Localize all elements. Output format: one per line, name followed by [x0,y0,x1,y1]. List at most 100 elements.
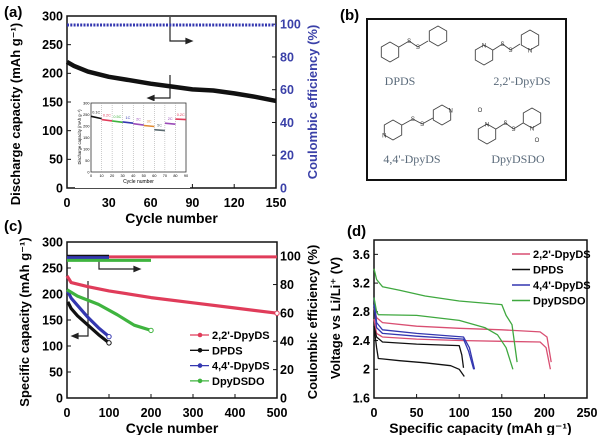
x-tick-label: 60 [144,196,158,210]
x-tick-label: 200 [534,406,555,420]
legend-label: 2,2'-DpyDS [533,249,591,261]
inset-rate-segment [175,118,187,121]
y-axis-label: Specific capacity (mAh g⁻¹) [17,237,32,406]
legend-label: DPDS [212,345,243,357]
inset-y-tick-label: 300 [83,101,89,105]
inset-rate-segment [164,122,176,125]
panel-label-d: (d) [347,223,366,240]
inset-rate-label: 2C [136,118,141,122]
y-tick-label: 3.6 [353,248,370,262]
benzene-ring [428,25,448,47]
inset-rate-segment [133,122,144,126]
sulfur-atom-label: S [411,117,415,123]
legend-label: DPDS [533,265,564,277]
series-end-marker [106,333,112,340]
inset-y-tick-label: 150 [83,136,89,140]
sulfur-atom-label: S [416,45,420,51]
y2-tick-label: 0 [280,181,287,195]
y2-tick-label: 40 [280,335,294,349]
nitrogen-atom-label: N [382,134,386,140]
y-tick-label: 150 [42,313,63,327]
inset-y-tick-label: 200 [83,124,89,128]
inset-rate-label: 2C [168,117,173,121]
inset-rate-label: 0.1C [92,110,100,114]
voltage-profile-curve [373,308,552,363]
voltage-profile-curve [373,268,518,363]
series-end-marker [106,340,112,346]
inset-x-tick-label: 90 [184,174,188,178]
disulfide-bond [401,117,434,126]
x-tick-label: 150 [491,406,512,420]
sulfur-atom-label: S [503,121,507,127]
disulfide-bond [398,40,429,48]
inset-y-tick-label: 100 [83,147,89,151]
capacity-series [66,288,152,332]
molecule-label-22-dpyds: 2,2'-DpyDS [493,74,550,88]
sulfur-atom-label: S [509,48,513,54]
x-tick-label: 250 [577,406,598,420]
voltage-profile-curve [373,326,465,368]
inset-x-tick-label: 40 [131,174,135,178]
capacity-series [66,290,111,338]
benzene-ring [380,41,400,63]
inset-x-axis-label: Cycle number [123,179,154,185]
legend-marker [197,363,203,368]
y2-axis-label: Coulombic efficiency (%) [305,25,320,180]
y2-tick-label: 80 [280,50,294,64]
inset-x-tick-label: 10 [99,174,103,178]
x-tick-label: 300 [183,406,204,420]
y2-tick-label: 20 [280,363,294,377]
inset-rate-label: 3C [147,120,152,124]
nitrogen-atom-label: N [528,49,532,55]
y-tick-label: 3.2 [353,276,370,290]
y-tick-label: 0 [56,181,63,195]
y-tick-label: 200 [42,67,63,81]
inset-x-tick-label: 80 [173,174,177,178]
molecule-label-44-dpyds: 4,4'-DpyDS [383,152,440,166]
sulfur-atom-label: S [500,42,504,48]
y2-tick-label: 100 [280,250,301,264]
y-tick-label: 2.8 [353,305,370,319]
y-tick-label: 250 [42,261,63,275]
panel-label-c: (c) [4,218,22,235]
nitrogen-atom-label: N [485,123,489,129]
y-tick-label: 2.4 [353,334,370,348]
inset-x-tick-label: 70 [163,174,167,178]
inset-y-tick-label: 50 [85,159,89,163]
legend-label: DpyDSDO [533,296,586,308]
inset-rate-label: 5C [157,124,162,128]
inset-rate-segment [90,115,102,120]
inset-rate-segment [101,118,113,122]
inset-frame [90,102,187,173]
pyridine-ring [383,119,403,141]
panel-label-a: (a) [4,4,22,21]
inset-y-tick-label: 250 [83,113,89,117]
inset-x-tick-label: 20 [110,174,114,178]
x-tick-label: 30 [102,196,116,210]
x-tick-label: 90 [185,196,199,210]
inset-rate-label: 0.2C [177,113,185,117]
y-tick-label: 200 [42,287,63,301]
y-tick-label: 300 [42,9,63,23]
y-tick-label: 100 [42,339,63,353]
inset-rate-segment [111,120,123,124]
inset-rate-segment [122,121,134,124]
oxygen-atom-label: O [535,138,540,144]
voltage-profile-curve [373,304,475,370]
series-end-marker [274,310,280,316]
voltage-profile-curve [373,326,465,377]
y-tick-label: 50 [49,365,63,379]
y-tick-label: 1.6 [353,391,370,405]
y2-tick-label: 40 [280,116,294,130]
molecule-label-dpds: DPDS [385,74,416,88]
x-tick-label: 100 [449,406,470,420]
discharge-capacity-series [65,59,277,104]
y2-tick-label: 60 [280,83,294,97]
disulfide-bond [492,43,521,51]
x-tick-label: 50 [410,406,424,420]
sulfur-atom-label: S [407,39,411,45]
sulfur-atom-label: S [420,122,424,128]
voltage-profile-curve [373,297,514,370]
nitrogen-atom-label: N [530,127,534,133]
